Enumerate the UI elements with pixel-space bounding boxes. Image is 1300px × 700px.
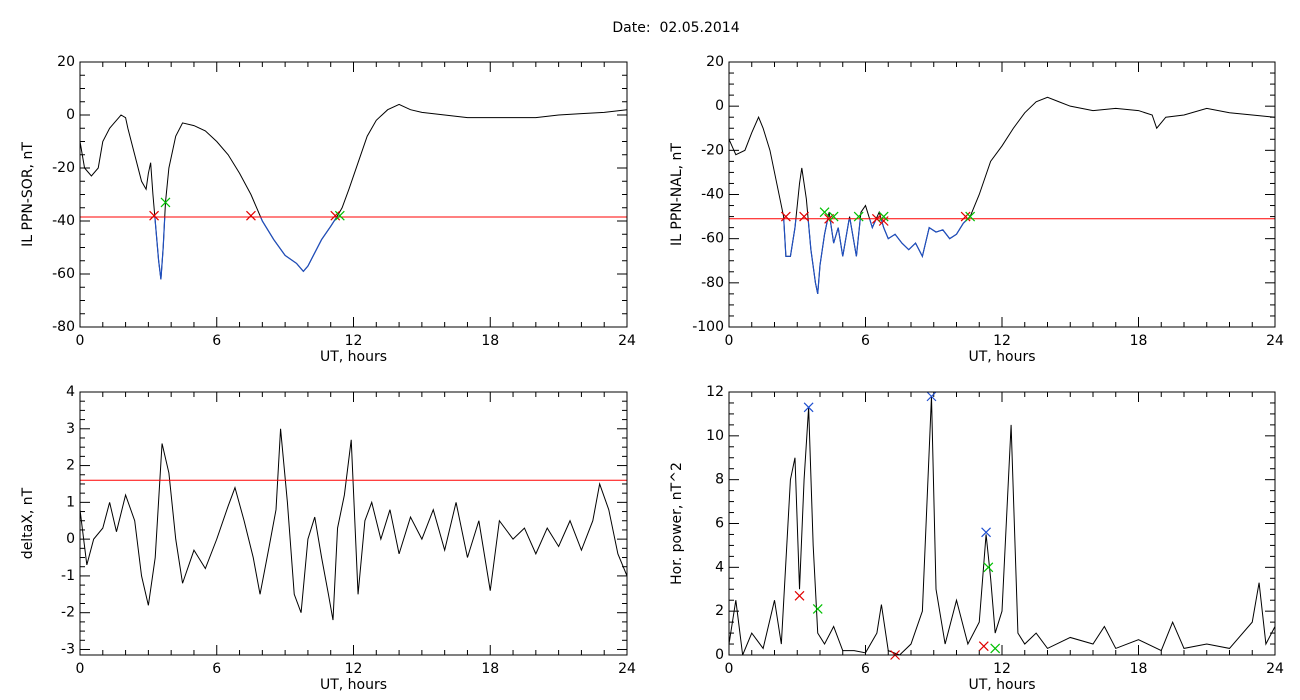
plot-frame xyxy=(79,61,628,328)
cross-marker xyxy=(246,210,256,221)
x-tick-label: 6 xyxy=(861,661,870,677)
y-tick-label: 0 xyxy=(66,107,75,123)
y-tick-label: 20 xyxy=(706,54,724,70)
x-tick-label: 18 xyxy=(481,661,499,677)
panel: 0 6 12 18 24 20 0 -20 -40 -60 -80 UT, hours IL PPN-S… xyxy=(20,54,636,365)
y-tick-label: -3 xyxy=(61,641,75,657)
data-line xyxy=(80,103,627,280)
y-tick-label: -60 xyxy=(701,231,724,247)
x-tick-label: 12 xyxy=(993,333,1011,349)
x-tick-label: 18 xyxy=(481,333,499,349)
y-tick-label: 4 xyxy=(66,384,75,400)
x-tick-label: 12 xyxy=(345,333,363,349)
data-line xyxy=(80,428,627,621)
y-tick-label: -60 xyxy=(52,266,75,282)
panel: 0 6 12 18 24 20 0 -20 -40 -60 -80 -100 UT, hours IL P… xyxy=(669,54,1284,365)
data-line xyxy=(729,396,1275,655)
y-tick-label: -2 xyxy=(61,605,75,621)
y-tick-label: 0 xyxy=(715,647,724,663)
y-tick-label: 6 xyxy=(715,516,724,532)
y-tick-label: 12 xyxy=(706,384,724,400)
cross-marker xyxy=(981,527,991,538)
cross-marker xyxy=(871,213,882,224)
plot-frame xyxy=(728,61,1276,328)
cross-marker xyxy=(965,211,976,222)
y-axis-label: IL PPN-NAL, nT xyxy=(669,143,685,246)
cross-marker xyxy=(330,210,341,221)
y-tick-label: -40 xyxy=(52,213,75,229)
data-line-below xyxy=(783,218,969,295)
y-tick-label: 0 xyxy=(66,531,75,547)
x-tick-label: 24 xyxy=(618,333,636,349)
y-tick-label: -100 xyxy=(692,319,724,335)
cross-marker xyxy=(853,211,864,222)
panel: 0 6 12 18 24 12 10 8 6 4 2 0 UT, hours Hor. power, nT… xyxy=(669,384,1284,693)
x-axis-label: UT, hours xyxy=(320,677,387,693)
x-tick-label: 12 xyxy=(993,661,1011,677)
x-tick-label: 0 xyxy=(725,333,734,349)
cross-marker xyxy=(812,604,823,614)
plot-frame xyxy=(728,391,1276,656)
y-tick-label: 2 xyxy=(715,603,724,619)
cross-marker xyxy=(799,211,809,222)
x-tick-label: 0 xyxy=(76,333,85,349)
cross-marker xyxy=(983,562,994,573)
y-tick-label: -40 xyxy=(701,187,724,203)
cross-marker xyxy=(990,643,1001,654)
y-tick-label: -20 xyxy=(701,142,724,158)
y-tick-label: 1 xyxy=(66,494,75,510)
plot-frame xyxy=(79,391,628,656)
cross-marker xyxy=(878,216,889,226)
y-axis-label: deltaX, nT xyxy=(20,487,36,559)
x-tick-label: 24 xyxy=(618,661,636,677)
x-tick-label: 0 xyxy=(76,661,85,677)
x-tick-label: 6 xyxy=(212,661,221,677)
data-line xyxy=(729,96,1275,294)
cross-marker xyxy=(819,207,830,218)
data-line-below xyxy=(154,217,338,280)
x-tick-label: 18 xyxy=(1130,661,1148,677)
x-tick-label: 0 xyxy=(725,661,734,677)
x-tick-label: 24 xyxy=(1266,661,1284,677)
cross-marker xyxy=(334,210,345,221)
figure-title: Date: 02.05.2014 xyxy=(612,20,739,36)
y-tick-label: -20 xyxy=(52,160,75,176)
cross-marker xyxy=(828,211,839,222)
y-tick-label: 10 xyxy=(706,428,724,444)
x-axis-label: UT, hours xyxy=(968,677,1035,693)
cross-marker xyxy=(794,590,805,601)
y-tick-label: -1 xyxy=(61,568,75,584)
x-axis-label: UT, hours xyxy=(320,349,387,365)
cross-marker xyxy=(878,211,889,222)
y-tick-label: 0 xyxy=(715,98,724,114)
cross-marker xyxy=(780,211,791,222)
x-tick-label: 18 xyxy=(1130,333,1148,349)
y-axis-label: IL PPN-SOR, nT xyxy=(20,142,36,247)
cross-marker xyxy=(160,197,171,208)
y-tick-label: -80 xyxy=(701,275,724,291)
x-axis-label: UT, hours xyxy=(968,349,1035,365)
y-tick-label: 3 xyxy=(66,421,75,437)
x-tick-label: 24 xyxy=(1266,333,1284,349)
x-tick-label: 6 xyxy=(212,333,221,349)
y-tick-label: -80 xyxy=(52,319,75,335)
cross-marker xyxy=(978,641,989,652)
x-tick-label: 12 xyxy=(345,661,363,677)
cross-marker xyxy=(926,391,937,402)
panel: 0 6 12 18 24 4 3 2 1 0 -1 -2 -3 UT, hours deltaX, nT xyxy=(20,384,636,693)
y-tick-label: 4 xyxy=(715,559,724,575)
cross-marker xyxy=(960,211,971,222)
y-axis-label: Hor. power, nT^2 xyxy=(669,462,685,585)
cross-marker xyxy=(149,210,159,221)
y-tick-label: 20 xyxy=(57,54,75,70)
cross-marker xyxy=(803,402,814,413)
x-tick-label: 6 xyxy=(861,333,870,349)
y-tick-label: 8 xyxy=(715,472,724,488)
y-tick-label: 2 xyxy=(66,458,75,474)
